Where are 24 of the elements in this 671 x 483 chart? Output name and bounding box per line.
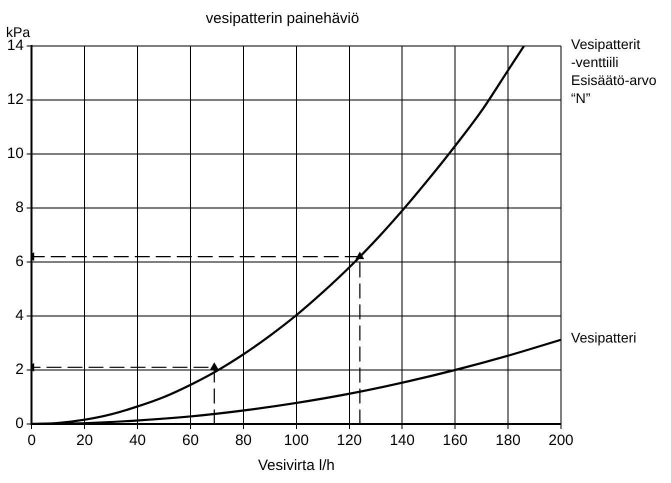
x-tick-label: 160 [442,432,468,450]
y-tick-label: 10 [6,145,24,162]
series-label: Vesipatteri [571,330,636,346]
x-tick-label: 80 [235,432,252,450]
y-tick-label: 6 [15,253,24,270]
x-tick-label: 200 [548,432,574,450]
x-tick-label: 40 [129,432,146,450]
y-tick-label: 12 [6,91,24,108]
x-tick-label: 140 [390,432,415,450]
y-tick-label: 0 [15,415,24,432]
x-tick-label: 100 [284,432,309,450]
x-tick-label: 60 [182,432,199,450]
y-axis-title: kPa [6,24,30,40]
y-tick-label: 4 [15,307,24,324]
chart-title: vesipatterin painehäviö [206,10,360,28]
x-tick-label: 0 [28,432,36,450]
y-tick-label: 2 [15,361,24,378]
x-tick-label: 120 [336,432,362,450]
text: Vesipatterit -venttiili Esisäätö-arvo “N” [571,36,657,106]
x-tick-label: 20 [76,432,93,450]
y-tick-label: 8 [15,199,24,216]
x-axis-title: Vesivirta l/h [258,457,335,474]
y-tick-label: 14 [6,37,24,54]
x-tick-label: 180 [496,432,521,450]
